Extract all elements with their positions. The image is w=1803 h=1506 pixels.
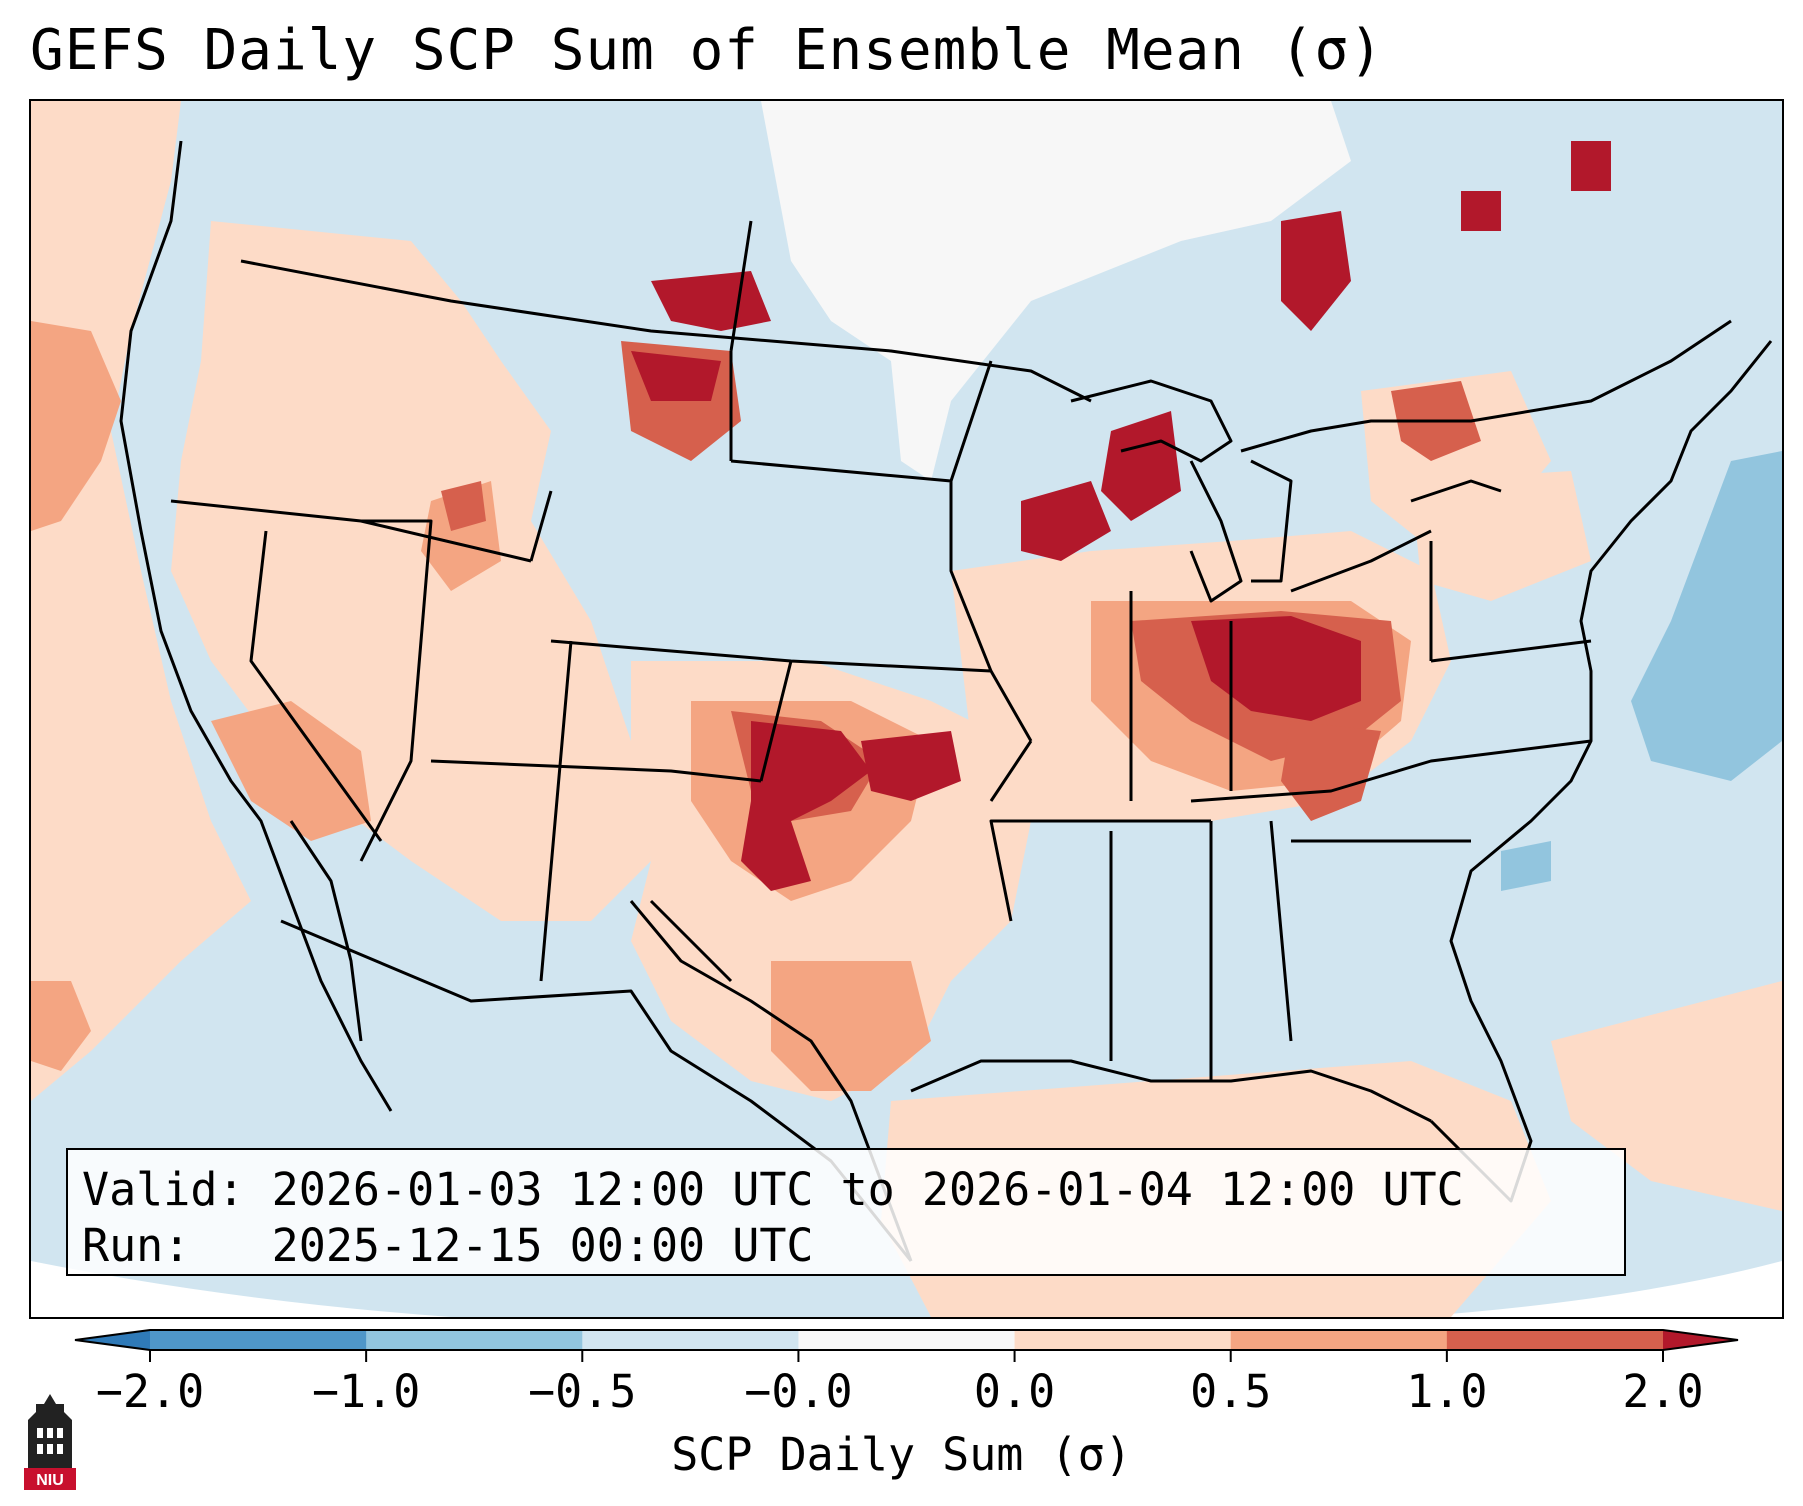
colorbar-extend-high <box>1663 1330 1738 1350</box>
field-quebec-strong-2 <box>1461 191 1501 231</box>
field-west-moderate <box>211 701 371 841</box>
colorbar-tick-label-0: −2.0 <box>95 1365 205 1418</box>
field-atlantic-negative <box>1631 451 1782 781</box>
colorbar-tick-label-3: −0.0 <box>744 1365 853 1418</box>
colorbar-tick-label-5: 0.5 <box>1190 1365 1272 1418</box>
map-frame <box>29 99 1784 1319</box>
colorbar-label: SCP Daily Sum (σ) <box>671 1428 1132 1481</box>
canada-border <box>240 259 1732 453</box>
niu-logo: NIU <box>24 1394 76 1490</box>
valid-run-info-box: Valid: 2026-01-03 12:00 UTC to 2026-01-0… <box>66 1148 1626 1276</box>
colorbar-extend-low <box>75 1330 150 1350</box>
coastline-pacific <box>119 140 393 1112</box>
field-pacific-moderate-2 <box>31 981 91 1071</box>
colorbar-bin-4 <box>798 1330 1016 1350</box>
field-kentucky-moderate <box>1281 721 1381 821</box>
colorbar-tick-label-6: 1.0 <box>1406 1365 1488 1418</box>
colorbar-bin-3 <box>582 1330 799 1350</box>
field-pacific-moderate <box>31 321 121 531</box>
field-pa-positive <box>1411 471 1591 601</box>
state-lines <box>170 220 1592 1081</box>
colorbar-bin-7 <box>1446 1330 1664 1350</box>
field-atlantic-negative-2 <box>1501 841 1551 891</box>
field-iowa-strong <box>1021 481 1111 561</box>
colorbar-tick-label-1: −1.0 <box>311 1365 421 1418</box>
field-montana-strong <box>631 351 721 401</box>
colorbar-ticks <box>149 1350 1664 1362</box>
colorbar-tick-label-4: 0.0 <box>973 1365 1056 1418</box>
field-quebec-strong <box>1281 211 1351 331</box>
field-west-strong <box>441 481 486 531</box>
valid-value: 2026-01-03 12:00 UTC to 2026-01-04 12:00… <box>271 1163 1464 1216</box>
great-lakes <box>1070 379 1502 603</box>
colorbar-bin-1 <box>150 1330 367 1350</box>
colorbar-tick-label-2: −0.5 <box>528 1365 637 1418</box>
colorbar <box>74 1329 1739 1362</box>
run-value: 2025-12-15 00:00 UTC <box>271 1219 814 1272</box>
field-wisconsin-strong <box>1101 411 1181 521</box>
logo-badge <box>24 1468 76 1490</box>
field-ne-atlantic-positive <box>1551 981 1782 1211</box>
valid-label: Valid: <box>82 1163 245 1216</box>
colorbar-bin-6 <box>1230 1330 1448 1350</box>
run-label: Run: <box>82 1219 191 1272</box>
colorbar-tick-label-7: 2.0 <box>1622 1365 1704 1418</box>
projection-corner-bottom-left <box>31 1261 451 1317</box>
colorbar-bin-2 <box>366 1330 583 1350</box>
field-ohio-max <box>1191 616 1361 721</box>
logo-windows <box>37 1428 63 1454</box>
projection-corner-bottom-right <box>1411 1261 1782 1317</box>
colorbar-bins <box>74 1329 1739 1351</box>
field-north-neutral <box>761 101 1351 481</box>
baja-coast <box>289 820 363 1042</box>
colorbar-bin-5 <box>1014 1330 1232 1350</box>
chart-title: GEFS Daily SCP Sum of Ensemble Mean (σ) <box>30 18 1384 83</box>
map-canvas <box>31 101 1782 1317</box>
field-oklahoma-max <box>741 721 871 891</box>
field-texas-moderate <box>771 961 931 1091</box>
field-kansas-strong <box>861 731 961 801</box>
map-boundaries <box>119 140 1773 1262</box>
coastline-atlantic <box>1429 340 1773 1203</box>
field-quebec-strong-3 <box>1571 141 1611 191</box>
logo-text: NIU <box>36 1472 64 1489</box>
